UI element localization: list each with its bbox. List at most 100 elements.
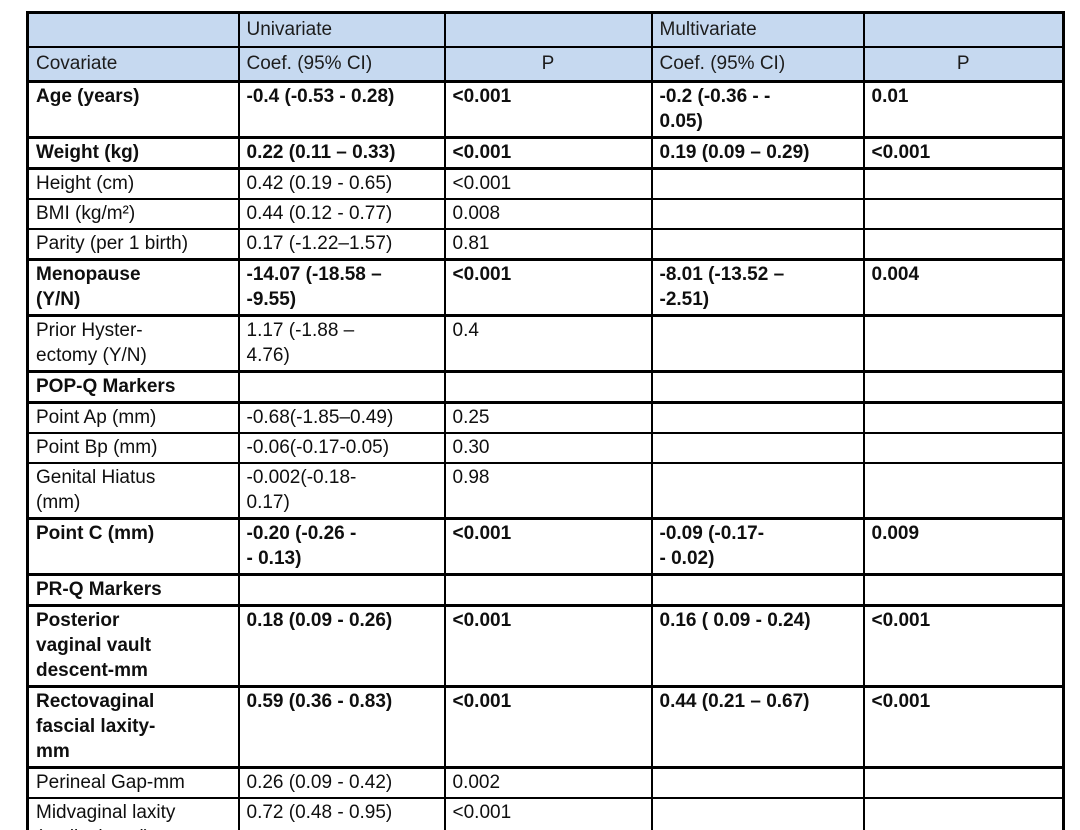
table-row-point-bp: Point Bp (mm) -0.06(-0.17-0.05) 0.30 [26,432,1065,464]
uni-coef-cell [237,573,446,607]
table-row-point-ap: Point Ap (mm) -0.68(-1.85–0.49) 0.25 [26,401,1065,434]
uni-coef-cell: -14.07 (-18.58 – -9.55) [237,258,446,317]
group-header-empty-cell [862,11,1065,48]
multi-coef-cell [650,401,865,434]
uni-coef-cell: 0.59 (0.36 - 0.83) [237,685,446,769]
uni-p-cell: 0.81 [443,228,653,261]
covariate-cell: Point C (mm) [26,517,240,576]
uni-p-cell: 0.30 [443,432,653,464]
uni-p-cell: 0.4 [443,314,653,373]
multi-coef-cell [650,766,865,799]
uni-p-cell: <0.001 [443,797,653,830]
multi-p-cell [862,167,1065,200]
covariate-cell: Midvaginal laxity (undisplaced)-mm [26,797,240,830]
uni-coef-cell: 0.22 (0.11 – 0.33) [237,136,446,170]
covariate-cell: Point Bp (mm) [26,432,240,464]
multi-p-cell: <0.001 [862,604,1065,688]
section-row-prq-markers: PR-Q Markers [26,573,1065,607]
table-row-midvaginal-laxity: Midvaginal laxity (undisplaced)-mm 0.72 … [26,797,1065,830]
multi-coef-cell [650,797,865,830]
covariate-cell: Point Ap (mm) [26,401,240,434]
multi-coef-cell [650,370,865,404]
uni-p-cell: 0.002 [443,766,653,799]
covariate-cell: Rectovaginal fascial laxity- mm [26,685,240,769]
table-row-bmi: BMI (kg/m²) 0.44 (0.12 - 0.77) 0.008 [26,198,1065,230]
multi-p-cell [862,462,1065,520]
covariate-cell: Age (years) [26,80,240,139]
table-row-parity: Parity (per 1 birth) 0.17 (-1.22–1.57) 0… [26,228,1065,261]
uni-coef-cell: 0.42 (0.19 - 0.65) [237,167,446,200]
uni-coef-cell: -0.20 (-0.26 - - 0.13) [237,517,446,576]
multi-p-cell: <0.001 [862,136,1065,170]
table-row-weight: Weight (kg) 0.22 (0.11 – 0.33) <0.001 0.… [26,136,1065,170]
column-header-uni-coef: Coef. (95% CI) [237,46,446,83]
group-header-row: Univariate Multivariate [26,11,1065,48]
table-row-height: Height (cm) 0.42 (0.19 - 0.65) <0.001 [26,167,1065,200]
group-header-empty-cell [26,11,240,48]
covariate-cell: Menopause (Y/N) [26,258,240,317]
uni-coef-cell: -0.4 (-0.53 - 0.28) [237,80,446,139]
multi-coef-cell [650,432,865,464]
covariate-cell: Posterior vaginal vault descent-mm [26,604,240,688]
multi-coef-cell: -8.01 (-13.52 – -2.51) [650,258,865,317]
section-label-cell: PR-Q Markers [26,573,240,607]
multi-p-cell [862,314,1065,373]
multi-p-cell: 0.004 [862,258,1065,317]
covariate-cell: Weight (kg) [26,136,240,170]
multi-coef-cell: 0.16 ( 0.09 - 0.24) [650,604,865,688]
multi-p-cell: <0.001 [862,685,1065,769]
multi-p-cell [862,573,1065,607]
table-row-perineal-gap: Perineal Gap-mm 0.26 (0.09 - 0.42) 0.002 [26,766,1065,799]
covariate-cell: Prior Hyster- ectomy (Y/N) [26,314,240,373]
uni-p-cell: 0.008 [443,198,653,230]
multi-coef-cell: 0.19 (0.09 – 0.29) [650,136,865,170]
uni-p-cell [443,370,653,404]
column-header-covariate: Covariate [26,46,240,83]
group-header-empty-cell [443,11,653,48]
uni-coef-cell: -0.68(-1.85–0.49) [237,401,446,434]
uni-p-cell [443,573,653,607]
table-row-age: Age (years) -0.4 (-0.53 - 0.28) <0.001 -… [26,80,1065,139]
uni-p-cell: 0.98 [443,462,653,520]
table-row-genital-hiatus: Genital Hiatus (mm) -0.002(-0.18- 0.17) … [26,462,1065,520]
uni-p-cell: <0.001 [443,136,653,170]
uni-p-cell: <0.001 [443,167,653,200]
uni-p-cell: 0.25 [443,401,653,434]
covariate-cell: Parity (per 1 birth) [26,228,240,261]
table-row-point-c: Point C (mm) -0.20 (-0.26 - - 0.13) <0.0… [26,517,1065,576]
multi-p-cell [862,766,1065,799]
column-header-multi-p: P [862,46,1065,83]
column-header-multi-coef: Coef. (95% CI) [650,46,865,83]
group-header-univariate: Univariate [237,11,446,48]
multi-coef-cell [650,167,865,200]
multi-p-cell [862,198,1065,230]
uni-p-cell: <0.001 [443,604,653,688]
uni-coef-cell: -0.06(-0.17-0.05) [237,432,446,464]
covariate-cell: Height (cm) [26,167,240,200]
regression-table: Univariate Multivariate Covariate Coef. … [26,11,1065,830]
group-header-multivariate: Multivariate [650,11,865,48]
covariate-cell: BMI (kg/m²) [26,198,240,230]
multi-p-cell [862,797,1065,830]
uni-coef-cell: 0.26 (0.09 - 0.42) [237,766,446,799]
section-row-popq-markers: POP-Q Markers [26,370,1065,404]
multi-p-cell [862,370,1065,404]
uni-p-cell: <0.001 [443,685,653,769]
uni-coef-cell: -0.002(-0.18- 0.17) [237,462,446,520]
table-row-prior-hysterectomy: Prior Hyster- ectomy (Y/N) 1.17 (-1.88 –… [26,314,1065,373]
uni-p-cell: <0.001 [443,517,653,576]
multi-coef-cell [650,228,865,261]
table-row-rectovaginal-fascial-laxity: Rectovaginal fascial laxity- mm 0.59 (0.… [26,685,1065,769]
multi-coef-cell: -0.2 (-0.36 - - 0.05) [650,80,865,139]
uni-coef-cell [237,370,446,404]
uni-p-cell: <0.001 [443,80,653,139]
multi-coef-cell [650,462,865,520]
multi-p-cell [862,432,1065,464]
multi-p-cell [862,228,1065,261]
multi-coef-cell [650,314,865,373]
covariate-cell: Perineal Gap-mm [26,766,240,799]
uni-coef-cell: 0.72 (0.48 - 0.95) [237,797,446,830]
uni-p-cell: <0.001 [443,258,653,317]
uni-coef-cell: 0.18 (0.09 - 0.26) [237,604,446,688]
section-label-cell: POP-Q Markers [26,370,240,404]
